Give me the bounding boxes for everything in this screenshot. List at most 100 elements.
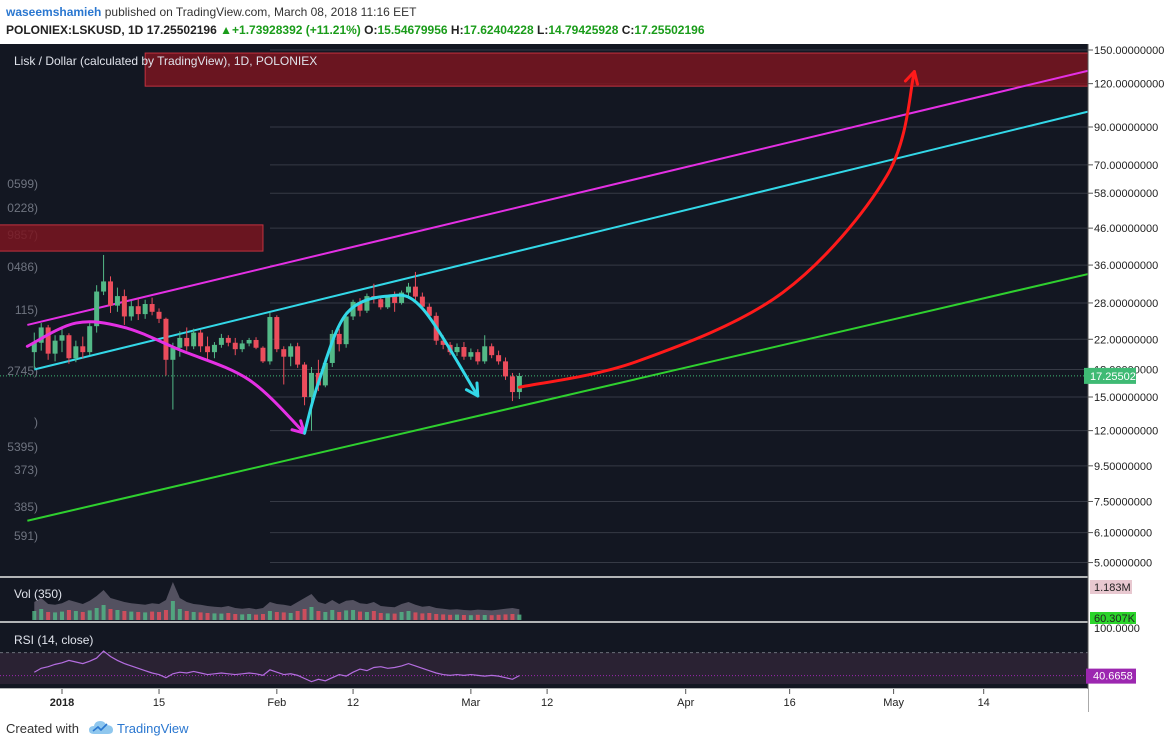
candle-body: [329, 333, 335, 363]
candle-body: [440, 340, 446, 345]
rsi-pane: [0, 650, 1088, 684]
volume-bar: [503, 614, 508, 620]
x-tick-label: Mar: [461, 697, 480, 709]
low-value: 14.79425928: [548, 23, 619, 37]
volume-bar: [468, 615, 473, 620]
volume-bar: [351, 610, 356, 620]
left-cut-label: 0599): [7, 177, 38, 191]
y-tick-label: 7.50000000: [1094, 496, 1152, 508]
high-value: 17.62404228: [463, 23, 534, 37]
volume-bar: [184, 611, 189, 620]
x-tick-label: Feb: [267, 697, 286, 709]
volume-bar: [191, 612, 196, 620]
open-value: 15.54679956: [377, 23, 448, 37]
volume-pane: [0, 578, 1088, 622]
volume-bar: [247, 614, 252, 620]
candle-body: [343, 316, 349, 345]
left-cut-label: 0486): [7, 260, 38, 274]
candle-body: [205, 346, 211, 353]
candle-body: [475, 352, 481, 362]
green-trend-line: [27, 268, 1109, 522]
volume-bar: [157, 612, 162, 620]
candle-body: [246, 339, 252, 344]
rsi-band: [0, 652, 1088, 684]
candle-body: [503, 361, 509, 377]
volume-bar: [32, 611, 37, 620]
x-tick-label: 14: [978, 697, 990, 709]
volume-bar: [260, 614, 265, 620]
chart-footer: Created with TradingView: [0, 712, 1175, 746]
left-cut-label: 591): [14, 529, 38, 543]
left-cut-label: ): [34, 415, 38, 429]
close-label: C:: [621, 23, 635, 37]
last-price: 17.25502196: [146, 23, 217, 37]
volume-bar: [288, 613, 293, 620]
candle-body: [399, 292, 405, 303]
candle-body: [149, 304, 155, 312]
volume-bar: [392, 613, 397, 620]
volume-bar: [441, 614, 446, 620]
candle-body: [454, 347, 460, 353]
publish-info: waseemshamieh published on TradingView.c…: [6, 5, 416, 19]
volume-bar: [163, 610, 168, 620]
y-tick-label: 46.00000000: [1094, 223, 1158, 235]
candle-body: [108, 281, 114, 306]
volume-bar: [371, 611, 376, 620]
candle-body: [59, 335, 65, 341]
rsi-last-badge: [1086, 668, 1136, 684]
candle-body: [128, 306, 134, 317]
candle-body: [239, 343, 245, 350]
magenta-arc: [25, 320, 307, 435]
volume-ma-badge: [1090, 612, 1136, 624]
chart-canvas[interactable]: 0599)0228)9857)0486)115)2745))5395)373)3…: [0, 44, 1175, 712]
volume-bar: [212, 613, 217, 620]
candle-body: [80, 346, 86, 353]
volume-bar: [122, 611, 127, 620]
candle-body: [385, 296, 391, 308]
candle-body: [198, 332, 204, 347]
volume-bar: [482, 615, 487, 620]
candle-body: [156, 311, 162, 319]
time-axis[interactable]: [0, 689, 1088, 712]
symbol-info: POLONIEX:LSKUSD, 1D 17.25502196 ▲+1.7392…: [6, 23, 705, 37]
rsi-line: [33, 650, 520, 683]
candle-body: [392, 296, 398, 303]
resistance-zones: [0, 52, 1089, 252]
x-tick-label: 2018: [50, 697, 74, 709]
volume-bar: [267, 611, 272, 620]
volume-bar: [295, 611, 300, 620]
candle-body: [419, 296, 425, 307]
candle-body: [225, 337, 231, 343]
volume-bar: [510, 614, 515, 620]
x-tick-label: 12: [347, 697, 359, 709]
cyan-arrowhead: [464, 381, 480, 398]
volume-bar: [302, 609, 307, 620]
volume-bar: [434, 614, 439, 620]
candle-body: [170, 347, 176, 360]
volume-bar: [240, 614, 245, 620]
y-tick-label: 9.50000000: [1094, 461, 1152, 473]
volume-bar: [60, 611, 64, 620]
y-tick-label: 150.00000000: [1094, 45, 1164, 57]
close-value: 17.25502196: [634, 23, 705, 37]
volume-bar: [170, 601, 175, 620]
tradingview-cloud-icon[interactable]: [88, 719, 114, 737]
volume-bar: [420, 613, 425, 620]
volume-bar: [66, 610, 71, 620]
symbol-label: POLONIEX:LSKUSD, 1D: [6, 23, 144, 37]
left-cut-label: 115): [15, 303, 38, 317]
x-axis-ticks: 2018 15 Feb 12 Mar 12 Apr 16 May 14: [50, 689, 990, 709]
left-cut-label: 2745): [7, 364, 38, 378]
resistance-zone: [144, 52, 1089, 87]
candle-body: [52, 340, 58, 354]
x-tick-label: 15: [153, 697, 165, 709]
volume-title: Vol (350): [14, 587, 62, 601]
candle-body: [274, 317, 280, 350]
author-link[interactable]: waseemshamieh: [6, 5, 102, 19]
candle-body: [114, 296, 120, 306]
volume-bar: [330, 610, 335, 620]
tradingview-link[interactable]: TradingView: [117, 721, 189, 736]
candle-body: [163, 318, 169, 360]
left-cut-label: 0228): [7, 201, 38, 215]
candle-body: [101, 281, 107, 292]
